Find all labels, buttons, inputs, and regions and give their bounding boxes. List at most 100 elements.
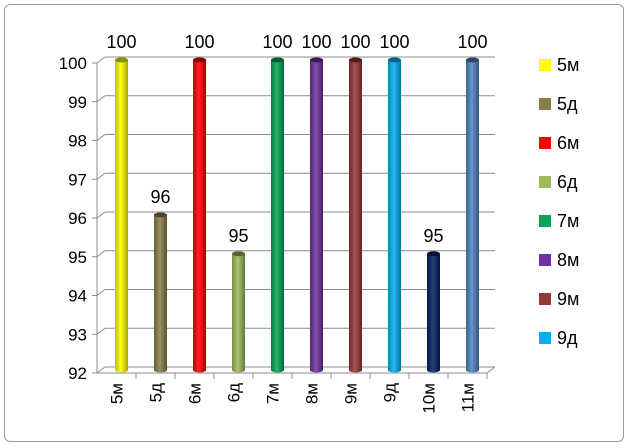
data-label: 95 xyxy=(228,226,248,246)
x-axis-ticks: 5м 5д 6м 6д 7м 8м 9м 9д 10м 11м xyxy=(108,373,488,414)
x-tick-label: 5м xyxy=(108,383,127,404)
y-tick-label: 100 xyxy=(59,54,87,73)
gridlines xyxy=(96,56,495,374)
x-tick-label: 8м xyxy=(303,383,322,404)
bar-7м xyxy=(271,57,284,373)
bar-top xyxy=(427,251,440,257)
legend-swatch xyxy=(539,332,551,344)
x-tick-label: 9д xyxy=(381,383,400,402)
legend-swatch xyxy=(539,176,551,188)
chart-frame: 92 93 94 95 96 97 98 99 100 100 96 100 95 100 100 100 1… xyxy=(4,4,624,442)
bar-body xyxy=(232,253,245,373)
gridline-depth xyxy=(96,366,106,374)
gridline-depth xyxy=(96,56,106,64)
y-tick-label: 92 xyxy=(68,364,87,383)
legend-swatch xyxy=(539,98,551,110)
x-tick-label: 9м xyxy=(342,383,361,404)
data-labels: 100 96 100 95 100 100 100 100 95 100 xyxy=(106,32,487,246)
legend-label: 6д xyxy=(557,172,578,192)
bar-body xyxy=(388,60,402,373)
x-tick-label: 5д xyxy=(147,383,166,402)
gridline-depth xyxy=(96,134,106,141)
bar-top xyxy=(193,57,206,63)
gridline-depth xyxy=(96,289,106,296)
legend-item-6д: 6д xyxy=(539,172,578,192)
y-tick-label: 98 xyxy=(68,132,87,151)
y-axis-ticks: 92 93 94 95 96 97 98 99 100 xyxy=(59,54,97,383)
legend-item-8м: 8м xyxy=(539,250,579,270)
bar-9д xyxy=(388,57,402,373)
bar-9м xyxy=(349,57,362,373)
bar-top xyxy=(310,57,323,63)
bar-8м xyxy=(310,57,323,373)
legend-item-5м: 5м xyxy=(539,55,579,75)
legend-label: 8м xyxy=(557,250,579,270)
y-tick-label: 95 xyxy=(68,248,87,267)
data-label: 100 xyxy=(262,32,292,52)
legend-label: 5д xyxy=(557,94,578,114)
bar-top xyxy=(154,212,167,218)
gridline-depth xyxy=(96,95,106,103)
legend-swatch xyxy=(539,59,551,71)
bar-6м xyxy=(193,57,206,373)
y-tick-label: 93 xyxy=(68,325,87,344)
legend-swatch xyxy=(539,215,551,227)
bars xyxy=(115,57,479,373)
data-label: 95 xyxy=(423,226,443,246)
bar-11м xyxy=(466,57,479,373)
legend-label: 9д xyxy=(557,328,578,348)
bar-body xyxy=(115,60,128,373)
data-label: 100 xyxy=(106,32,136,52)
bar-body xyxy=(310,60,323,373)
gridline-depth xyxy=(96,250,106,258)
x-tick-label: 6д xyxy=(225,383,244,402)
data-label: 100 xyxy=(457,32,487,52)
legend-item-6м: 6м xyxy=(539,133,579,153)
legend: 5м 5д 6м 6д 7м 8м 9м 9д xyxy=(539,55,579,348)
legend-swatch xyxy=(539,137,551,149)
bar-body xyxy=(193,60,206,373)
legend-item-9м: 9м xyxy=(539,289,579,309)
legend-swatch xyxy=(539,254,551,266)
y-tick-label: 99 xyxy=(68,93,87,112)
legend-label: 5м xyxy=(557,55,579,75)
bar-chart: 92 93 94 95 96 97 98 99 100 100 96 100 95 100 100 100 1… xyxy=(59,32,580,414)
x-tick-label: 10м xyxy=(420,383,439,414)
bar-10м xyxy=(427,251,440,373)
legend-label: 7м xyxy=(557,211,579,231)
gridline-depth xyxy=(96,211,106,219)
legend-swatch xyxy=(539,293,551,305)
legend-item-9д: 9д xyxy=(539,328,578,348)
bar-top xyxy=(466,57,479,63)
bar-body xyxy=(154,215,167,373)
bar-body xyxy=(466,60,479,373)
bar-top xyxy=(388,57,401,63)
data-label: 100 xyxy=(340,32,370,52)
y-tick-label: 97 xyxy=(68,170,87,189)
bar-5д xyxy=(154,212,167,373)
bar-top xyxy=(349,57,362,63)
x-tick-label: 7м xyxy=(264,383,283,404)
data-label: 100 xyxy=(184,32,214,52)
x-tick-label: 6м xyxy=(186,383,205,404)
gridline-depth xyxy=(96,172,106,180)
bar-top xyxy=(115,57,128,63)
bar-body xyxy=(271,60,284,373)
bar-6д xyxy=(232,251,245,373)
legend-item-7м: 7м xyxy=(539,211,579,231)
bar-body xyxy=(427,253,440,373)
bar-top xyxy=(232,251,245,257)
data-label: 100 xyxy=(379,32,409,52)
bar-top xyxy=(271,57,284,63)
bar-5м xyxy=(115,57,128,373)
y-tick-label: 94 xyxy=(68,287,87,306)
legend-item-5д: 5д xyxy=(539,94,578,114)
x-tick-label: 11м xyxy=(459,383,478,412)
data-label: 100 xyxy=(301,32,331,52)
legend-label: 6м xyxy=(557,133,579,153)
legend-label: 9м xyxy=(557,289,579,309)
bar-body xyxy=(349,60,362,373)
data-label: 96 xyxy=(150,187,170,207)
gridline-depth xyxy=(96,327,106,335)
x-axis-depth xyxy=(486,366,496,374)
